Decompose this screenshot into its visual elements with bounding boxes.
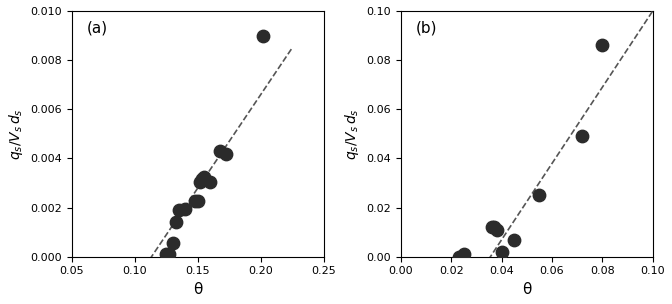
- Y-axis label: $q_s/V_s\,d_s$: $q_s/V_s\,d_s$: [343, 108, 361, 160]
- Point: [161, 252, 172, 257]
- Point: [509, 237, 519, 242]
- Point: [215, 149, 226, 154]
- X-axis label: θ: θ: [522, 282, 532, 297]
- Point: [167, 241, 178, 246]
- X-axis label: θ: θ: [193, 282, 202, 297]
- Point: [491, 227, 502, 232]
- Point: [458, 252, 469, 257]
- Point: [577, 134, 587, 139]
- Point: [454, 254, 464, 259]
- Point: [597, 43, 607, 48]
- Point: [199, 174, 210, 179]
- Point: [258, 33, 269, 38]
- Point: [534, 193, 545, 198]
- Point: [489, 225, 499, 230]
- Text: (b): (b): [416, 21, 437, 36]
- Point: [487, 225, 497, 230]
- Point: [205, 179, 216, 184]
- Point: [163, 252, 174, 257]
- Point: [190, 199, 201, 204]
- Text: (a): (a): [87, 21, 108, 36]
- Point: [180, 206, 191, 211]
- Point: [497, 249, 507, 254]
- Point: [173, 208, 184, 212]
- Point: [192, 199, 203, 204]
- Point: [171, 220, 182, 225]
- Point: [195, 179, 206, 184]
- Point: [220, 151, 231, 156]
- Y-axis label: $q_s/V_s\,d_s$: $q_s/V_s\,d_s$: [7, 108, 25, 160]
- Point: [196, 177, 207, 182]
